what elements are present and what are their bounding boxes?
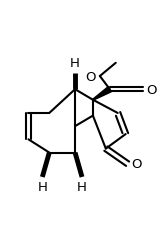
Polygon shape — [93, 87, 111, 101]
Text: O: O — [86, 70, 96, 83]
Text: H: H — [70, 57, 80, 70]
Text: H: H — [77, 180, 87, 193]
Text: O: O — [132, 158, 142, 170]
Text: H: H — [37, 180, 47, 193]
Text: O: O — [146, 83, 157, 96]
